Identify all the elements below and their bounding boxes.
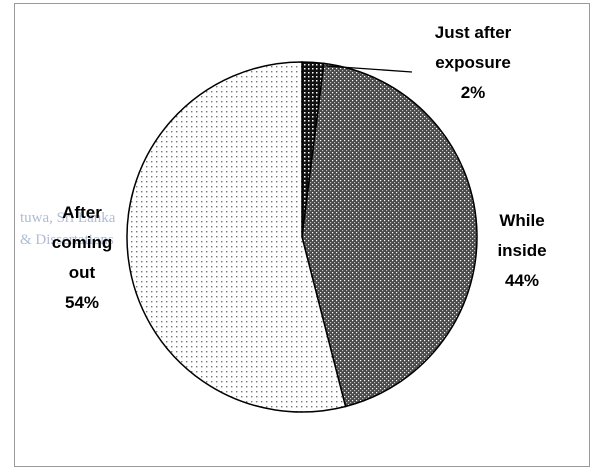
watermark-line-1: tuwa, Sri Lanka bbox=[20, 210, 116, 226]
watermark: tuwa, Sri Lanka & Dissertations bbox=[20, 210, 116, 248]
pie-slice-while-inside bbox=[301, 62, 478, 408]
pie-slice-after-coming-out bbox=[126, 61, 347, 413]
slice-label-just-after-exposure: Just after exposure 2% bbox=[435, 23, 512, 102]
pie-slices bbox=[126, 61, 478, 413]
label-while-inside-line-2: inside bbox=[497, 241, 546, 260]
watermark-line-2: & Dissertations bbox=[20, 232, 114, 248]
label-while-inside-line-1: While bbox=[499, 211, 544, 230]
slice-label-while-inside: While inside 44% bbox=[497, 211, 546, 290]
label-after-line-1: After bbox=[62, 203, 102, 222]
label-after-line-2: coming bbox=[52, 233, 112, 252]
label-just-after-value: 2% bbox=[461, 83, 486, 102]
label-after-line-3: out bbox=[69, 263, 96, 282]
label-just-after-line-2: exposure bbox=[435, 53, 511, 72]
label-just-after-line-1: Just after bbox=[435, 23, 512, 42]
slice-label-after-coming-out: After coming out 54% bbox=[52, 203, 112, 312]
leader-line-just-after-exposure bbox=[325, 65, 413, 73]
label-after-value: 54% bbox=[65, 293, 99, 312]
label-while-inside-value: 44% bbox=[505, 271, 539, 290]
